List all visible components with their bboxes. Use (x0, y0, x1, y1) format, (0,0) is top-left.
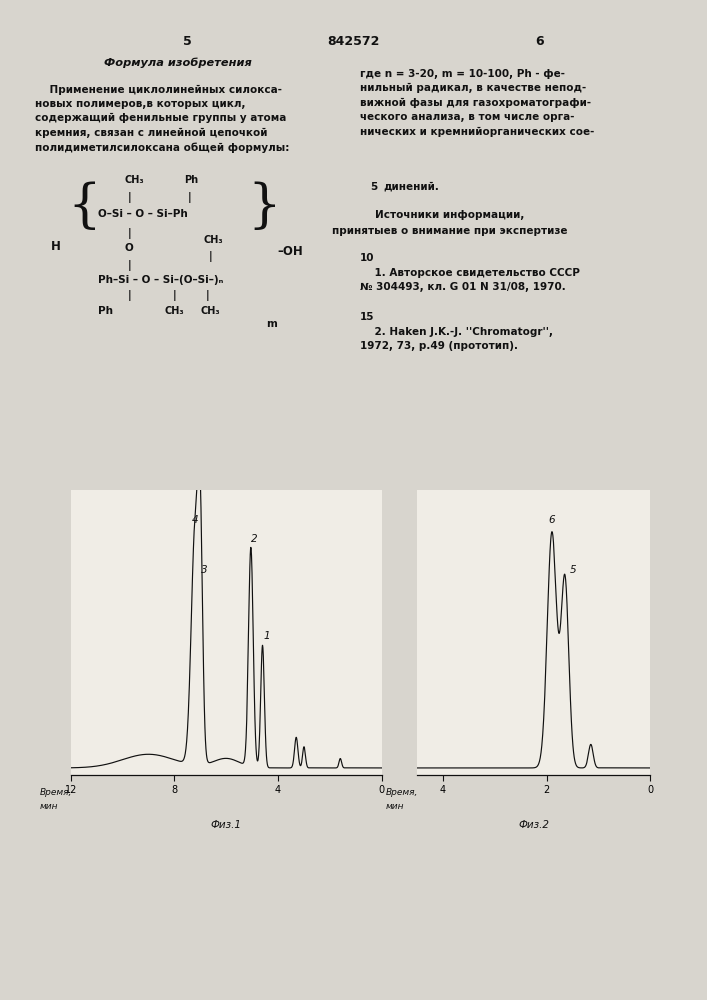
Text: динений.: динений. (383, 182, 439, 192)
Text: Время,: Время, (40, 788, 72, 797)
Text: Ph: Ph (184, 175, 198, 185)
Text: |: | (128, 290, 132, 301)
Text: мин: мин (386, 802, 404, 811)
Text: 2: 2 (252, 534, 258, 544)
Text: }: } (247, 182, 281, 232)
Text: Физ.1: Физ.1 (211, 820, 242, 830)
Text: |: | (128, 192, 132, 203)
Text: Время,: Время, (386, 788, 419, 797)
Text: CH₃: CH₃ (164, 306, 184, 316)
Text: –OH: –OH (277, 245, 303, 258)
Text: |: | (209, 251, 212, 262)
Text: 1. Авторское свидетельство СССР
№ 304493, кл. G 01 N 31/08, 1970.: 1. Авторское свидетельство СССР № 304493… (360, 268, 580, 292)
Text: |: | (173, 290, 176, 301)
Text: |: | (206, 290, 209, 301)
Text: 842572: 842572 (327, 35, 380, 48)
Text: 5: 5 (370, 182, 378, 192)
Text: 6: 6 (549, 515, 555, 525)
Text: мин: мин (40, 802, 58, 811)
Text: m: m (266, 319, 276, 329)
Text: 10: 10 (360, 253, 375, 263)
Text: где n = 3-20, m = 10-100, Ph - фе-
нильный радикал, в качестве непод-
вижной фаз: где n = 3-20, m = 10-100, Ph - фе- нильн… (360, 69, 595, 137)
Text: Физ.2: Физ.2 (518, 820, 549, 830)
Text: |: | (128, 228, 132, 239)
Text: 4: 4 (192, 515, 199, 525)
Text: 15: 15 (360, 312, 375, 322)
Text: CH₃: CH₃ (204, 235, 223, 245)
Text: принятыев о внимание при экспертизе: принятыев о внимание при экспертизе (332, 226, 568, 236)
Text: O: O (124, 243, 133, 253)
Text: H: H (51, 240, 61, 253)
Text: 2. Haken J.K.-J. ''Chromatogr'',
1972, 73, p.49 (прототип).: 2. Haken J.K.-J. ''Chromatogr'', 1972, 7… (360, 327, 553, 351)
Text: |: | (128, 260, 132, 271)
Text: Ph–Si – O – Si–(O–Si–)ₙ: Ph–Si – O – Si–(O–Si–)ₙ (98, 275, 223, 285)
Text: Источники информации,: Источники информации, (375, 210, 525, 220)
Text: {: { (68, 182, 101, 232)
Text: 3: 3 (201, 565, 208, 575)
Text: Ph: Ph (98, 306, 112, 316)
Text: O–Si – O – Si–Ph: O–Si – O – Si–Ph (98, 209, 187, 219)
Text: Формула изобретения: Формула изобретения (103, 57, 251, 68)
Text: |: | (187, 192, 191, 203)
Text: 5: 5 (183, 35, 192, 48)
Text: Применение циклолинейных силокса-
новых полимеров,в которых цикл,
содержащий фен: Применение циклолинейных силокса- новых … (35, 84, 289, 153)
Text: 5: 5 (569, 565, 576, 575)
Text: 6: 6 (535, 35, 544, 48)
Text: CH₃: CH₃ (201, 306, 221, 316)
Text: 1: 1 (263, 631, 270, 641)
Text: CH₃: CH₃ (124, 175, 144, 185)
